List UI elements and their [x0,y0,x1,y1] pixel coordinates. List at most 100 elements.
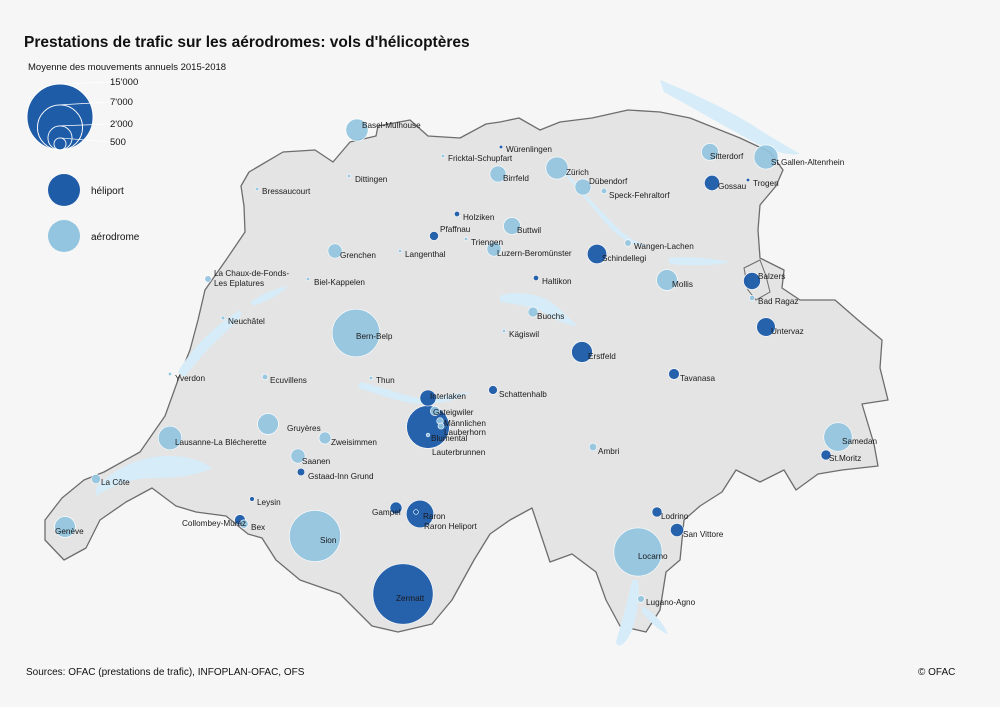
label-dittingen: Dittingen [355,175,388,184]
size-legend-leader-0 [59,81,111,85]
marker-zweisimmen [318,431,332,445]
lakes [96,80,800,646]
marker-fricktal-schupfart [440,153,446,159]
label-triengen: Triengen [471,238,503,247]
marker-buttwil [503,217,521,235]
lake-neuchatel [178,310,242,378]
label-sion: Sion [320,536,337,545]
lake-constance [660,80,800,155]
copyright: © OFAC [918,667,956,678]
lake-leman [96,455,212,496]
label-birrfeld: Birrfeld [503,174,529,183]
marker-zurich [545,156,569,180]
label-neuchatel: Neuchâtel [228,317,265,326]
marker-schindellegi [586,243,608,265]
label-yverdon: Yverdon [175,374,205,383]
marker-gruyeres [257,413,279,435]
legend-heliport-swatch [48,174,80,206]
marker-basel-mulhouse [345,118,369,142]
marker-schattenhalb [488,385,498,395]
label-geneve: Genève [55,527,84,536]
legend-heliport-label: héliport [91,186,124,197]
label-raron-heliport: Raron Heliport [424,522,478,531]
label-bex: Bex [251,523,265,532]
marker-st-moritz [820,449,832,461]
label-speck-fehraltorf: Speck-Fehraltorf [609,191,670,200]
marker-buochs [527,306,539,318]
label-lauterbrunnen: Lauterbrunnen [432,448,486,457]
marker-san-vittore [670,523,684,537]
label-saanen: Saanen [302,457,331,466]
marker-grenchen [327,243,343,259]
marker-gsteigwiler [430,406,440,416]
marker-langenthal [397,248,403,254]
size-legend-title: Moyenne des mouvements annuels 2015-2018 [28,62,227,73]
marker-wurenlingen [498,144,504,150]
label-ecuvillens: Ecuvillens [270,376,307,385]
marker-samedan [823,422,853,452]
label-collombey-muraz: Collombey-Muraz [182,519,246,528]
label-balzers: Balzers [758,272,785,281]
label-bad-ragaz: Bad Ragaz [758,297,799,306]
marker-luzern-beromunster [486,241,502,257]
marker-saanen [290,448,306,464]
label-la-chaux-de-fonds-les-eplatures: La Chaux-de-Fonds-Les Eplatures [214,269,289,288]
size-legend-value-3: 500 [110,137,126,148]
label-fricktal-schupfart: Fricktal-Schupfart [448,154,513,163]
size-legend-value-1: 7'000 [110,97,133,108]
marker-wangen-lachen [624,239,632,247]
label-biel-kappelen: Biel-Kappelen [314,278,365,287]
label-schindellegi: Schindellegi [602,254,646,263]
label-kagiswil: Kägiswil [509,330,539,339]
marker-mollis [656,269,678,291]
lake-thun-brienz [358,382,470,404]
marker-untervaz [756,317,776,337]
label-la-cote: La Côte [101,478,130,487]
marker-la-cote [91,474,101,484]
marker-thun [368,375,374,381]
marker-erstfeld [571,341,593,363]
marker-balzers [743,272,761,290]
label-raron: Raron [423,512,446,521]
size-legend-value-0: 15'000 [110,77,138,88]
label-st-moritz: St.Moritz [829,454,861,463]
marker-yverdon [167,371,173,377]
marker-neuchatel [220,315,226,321]
label-lauberhorn: Lauberhorn [444,428,486,437]
label-mollis: Mollis [672,280,693,289]
marker-zermatt [372,563,434,625]
label-lausanne-la-blecherette: Lausanne-La Blécherette [175,438,267,447]
marker-sion [289,510,341,562]
label-holziken: Holziken [463,213,495,222]
marker-bad-ragaz [749,295,755,301]
label-thun: Thun [376,376,395,385]
label-grenchen: Grenchen [340,251,376,260]
label-tavanasa: Tavanasa [680,374,715,383]
label-sitterdorf: Sitterdorf [710,152,744,161]
marker-birrfeld [489,165,507,183]
label-gruyeres: Gruyères [287,424,321,433]
label-st-gallen-altenrhein: St.Gallen-Altenrhein [771,158,845,167]
label-lugano-agno: Lugano-Agno [646,598,696,607]
marker-dittingen [346,173,352,179]
size-legend-circle-3 [53,137,67,151]
marker-bressaucourt [254,186,260,192]
marker-biel-kappelen [305,276,311,282]
marker-dubendorf [574,178,592,196]
label-gstaad-inn-grund: Gstaad-Inn Grund [308,472,374,481]
label-gossau: Gossau [718,182,747,191]
label-langenthal: Langenthal [405,250,446,259]
label-erstfeld: Erstfeld [588,352,616,361]
size-legend-value-2: 2'000 [110,119,133,130]
marker-raron-heliport [413,509,419,515]
size-legend-leader-3 [59,137,111,143]
legend-aerodrome-label: aérodrome [91,232,140,243]
lake-lucerne [500,293,578,326]
marker-pfaffnau [429,231,439,241]
size-legend-leader-1 [59,101,111,106]
label-mannlichen: Männlichen [444,419,486,428]
label-gsteigwiler: Gsteigwiler [433,408,474,417]
site-labels: Zermatt Sion Locarno Bern-Belp Lauterbrunnen… [55,121,877,607]
marker-haltikon [533,275,539,281]
label-schattenhalb: Schattenhalb [499,390,547,399]
